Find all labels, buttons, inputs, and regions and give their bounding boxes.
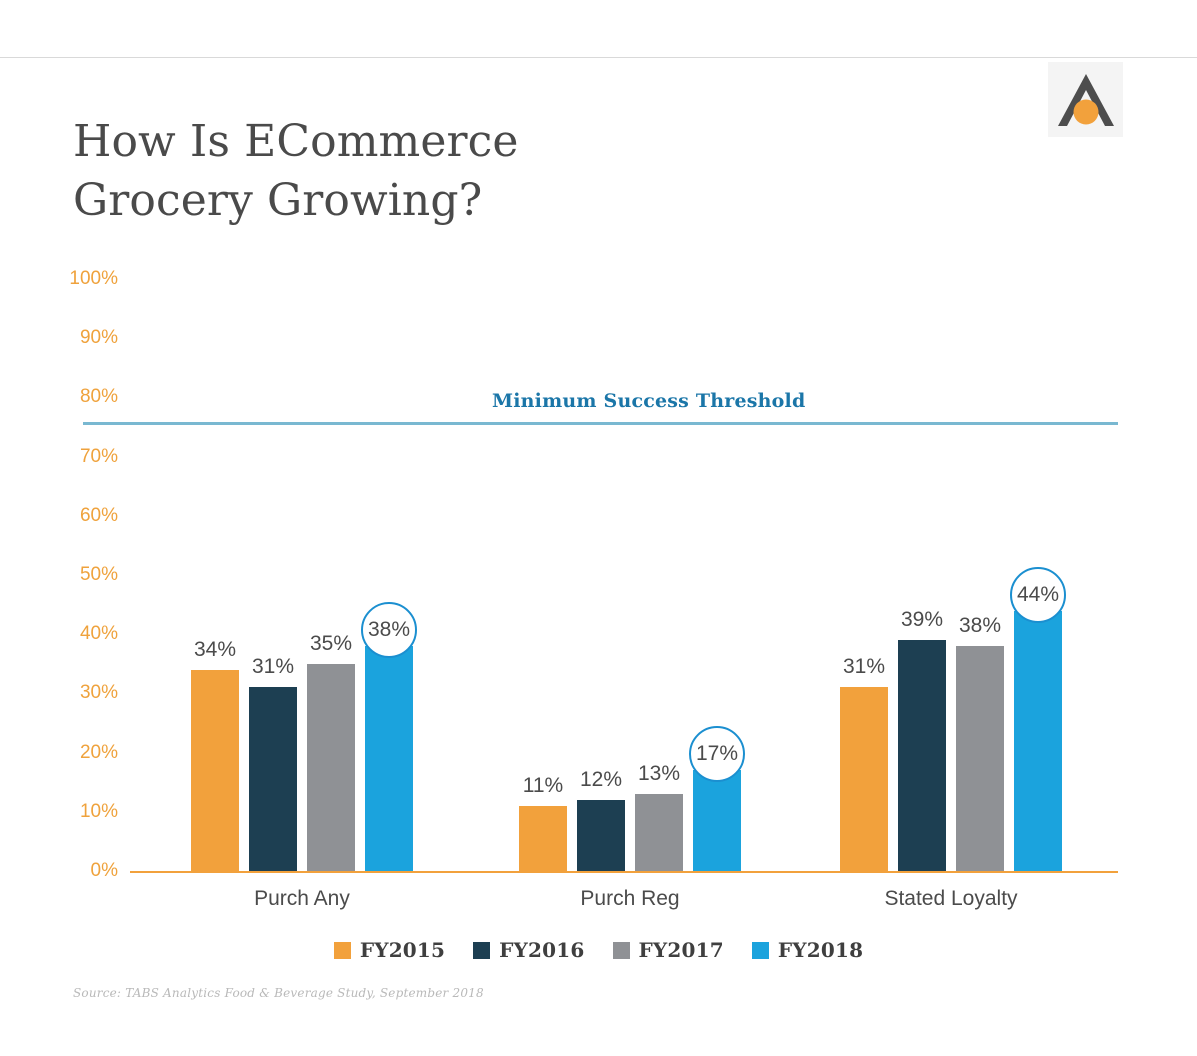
y-axis-tick: 100% (69, 268, 118, 289)
header-divider (0, 57, 1197, 58)
minimum-success-threshold-line (83, 422, 1118, 425)
bar (365, 646, 413, 871)
bar-value-label: 31% (251, 655, 295, 679)
bar (840, 687, 888, 871)
x-axis-baseline (130, 871, 1118, 873)
legend-swatch-icon (751, 941, 769, 959)
bar-value-label: 39% (900, 608, 944, 632)
minimum-success-threshold-label: Minimum Success Threshold (492, 390, 806, 412)
highlighted-value-badge: 44% (1010, 566, 1066, 623)
y-axis-tick: 20% (79, 741, 118, 763)
bar-value-label: 38% (958, 614, 1002, 638)
y-axis-tick: 90% (79, 327, 118, 349)
y-axis-tick: 10% (79, 800, 118, 822)
y-axis-tick: 30% (79, 682, 118, 704)
legend-item-fy2015[interactable]: FY2015 (333, 938, 446, 962)
bar (249, 687, 297, 871)
bar-value-label: 35% (309, 631, 353, 655)
x-axis-category-label: Purch Any (254, 887, 350, 910)
highlighted-value-badge: 38% (361, 602, 417, 659)
bar-value-label: 12% (579, 767, 623, 791)
bar (519, 805, 567, 871)
bar (898, 640, 946, 871)
bar-value-label: 38% (367, 618, 411, 642)
bar-value-label: 44% (1016, 582, 1060, 606)
y-axis-tick: 70% (79, 445, 118, 467)
bar (191, 669, 239, 871)
source-note: Source: TABS Analytics Food & Beverage S… (73, 986, 484, 1000)
legend-item-fy2018[interactable]: FY2018 (751, 938, 864, 962)
tabs-analytics-a-logo-icon (1048, 62, 1123, 137)
legend-swatch-icon (612, 941, 630, 959)
highlighted-value-badge: 17% (689, 726, 745, 783)
bar-value-label: 17% (695, 742, 739, 766)
y-axis-tick: 80% (79, 386, 118, 408)
x-axis-category-label: Stated Loyalty (884, 887, 1018, 910)
y-axis-tick: 50% (79, 564, 118, 585)
legend-label: FY2018 (777, 938, 864, 962)
bars-layer (191, 610, 1062, 871)
page-title-line-1: How Is ECommerce (73, 116, 519, 167)
bar-value-label: 13% (637, 762, 681, 786)
y-axis-tick: 40% (79, 623, 118, 645)
page-title: How Is ECommerce Grocery Growing? (73, 112, 693, 230)
legend-label: FY2015 (359, 938, 446, 962)
legend-swatch-icon (473, 941, 491, 959)
bar (307, 663, 355, 871)
legend-item-fy2016[interactable]: FY2016 (473, 938, 584, 962)
x-axis-category-label: Purch Reg (580, 887, 680, 910)
legend-item-fy2017[interactable]: FY2017 (612, 938, 724, 962)
bar (635, 794, 683, 871)
bar (956, 646, 1004, 871)
y-axis-tick: 0% (90, 860, 118, 881)
y-axis-tick: 60% (79, 504, 118, 526)
chart-legend: FY2015 FY2016 FY2017 FY2018 (0, 938, 1197, 962)
bar (577, 799, 625, 871)
legend-label: FY2017 (638, 938, 724, 962)
bar (693, 770, 741, 871)
bar-value-label: 11% (522, 773, 564, 797)
bar (1014, 610, 1062, 871)
page-title-line-2: Grocery Growing? (73, 175, 483, 226)
bar-value-label: 31% (842, 655, 886, 679)
bar-value-label: 34% (193, 637, 237, 661)
legend-label: FY2016 (499, 938, 585, 962)
legend-swatch-icon (333, 941, 351, 959)
